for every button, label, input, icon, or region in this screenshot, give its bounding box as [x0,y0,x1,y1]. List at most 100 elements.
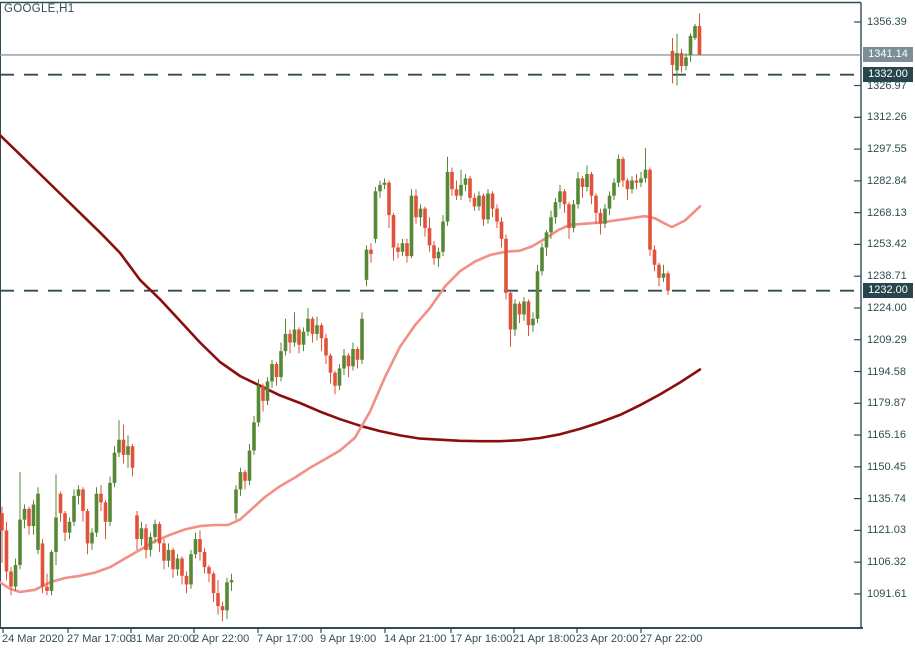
candle-down [198,539,202,553]
candle-up [234,489,238,514]
candle-down [697,26,702,55]
candle-up [553,202,558,218]
candle-down [9,571,13,587]
candle-up [67,521,72,533]
candle-up [688,35,693,56]
price-tick-label: 1224.00 [867,301,907,314]
candle-up [373,191,378,239]
time-tick-label: 2 Apr 22:00 [193,633,250,645]
candle-down [634,180,639,183]
candle-up [175,558,180,570]
candle-down [310,318,315,334]
candle-up [148,536,153,550]
price-tick-label: 1121.03 [867,524,906,537]
candle-down [324,338,328,356]
candle-down [369,249,373,254]
candle-down [598,212,603,224]
candle-down [288,333,292,343]
time-tick-label: 9 Apr 19:00 [320,633,377,645]
candle-up [265,381,270,401]
candle-up [513,303,517,330]
candle-down [0,513,4,531]
price-tick-label: 1209.29 [867,333,907,346]
price-tick-label: 1238.71 [867,270,907,283]
candle-up [351,349,355,367]
candle-up [108,482,112,522]
candle-down [499,221,504,239]
candle-down [355,349,360,360]
candle-up [436,251,441,259]
candle-up [90,532,94,544]
level-price-label: 1332.00 [863,67,913,83]
candle-down [670,50,675,65]
candle-down [454,189,459,196]
candle-up [360,318,364,360]
candle-down [40,543,45,587]
candle-down [99,493,103,503]
candle-up [612,182,616,196]
candle-up [445,171,450,222]
candle-up [247,450,252,481]
candle-down [423,208,427,229]
candle-down [652,249,657,265]
time-tick-label: 27 Mar 17:00 [67,633,132,645]
candle-up [463,178,468,185]
candle-up [459,184,463,196]
candle-down [121,439,126,455]
candle-down [508,292,513,330]
candle-down [594,195,598,213]
candle-down [297,329,301,345]
price-tick-label: 1326.97 [867,79,907,92]
candle-down [157,523,162,544]
candle-down [328,355,333,373]
time-tick-label: 23 Apr 20:00 [576,633,639,645]
candle-up [153,523,157,537]
candle-up [337,368,342,386]
candle-down [202,552,207,568]
candle-up [540,247,544,272]
time-tick-label: 24 Mar 2020 [2,633,64,645]
candle-down [391,215,396,248]
candle-up [544,232,549,248]
candle-up [522,301,526,315]
candle-down [490,193,495,209]
price-tick-label: 1106.32 [867,556,906,569]
price-tick-label: 1297.55 [867,143,907,156]
candle-up [616,158,621,183]
candle-down [180,558,184,576]
candle-up [256,385,261,423]
candle-down [504,238,508,293]
candle-down [405,243,409,257]
candle-up [117,439,121,453]
candle-down [4,530,9,572]
candle-up [675,53,679,71]
time-tick-label: 21 Apr 18:00 [513,633,576,645]
candle-up [576,178,580,205]
price-tick-label: 1135.74 [867,492,906,505]
candle-down [162,543,166,561]
candle-up [661,273,666,278]
candle-down [81,489,85,512]
time-tick-label: 27 Apr 22:00 [640,633,703,645]
candle-up [54,517,58,553]
candle-up [531,318,535,326]
candle-down [414,195,418,218]
price-tick-label: 1268.13 [867,206,907,219]
candle-down [666,273,670,291]
candle-up [549,217,553,233]
candle-up [31,504,36,527]
time-tick-label: 31 Mar 20:00 [130,633,195,645]
candle-down [103,502,108,522]
candle-down [171,549,175,570]
candle-up [238,472,243,490]
candle-down [450,171,454,190]
candle-up [292,329,297,343]
candle-down [319,325,324,339]
candle-up [585,174,589,188]
candle-up [94,493,99,533]
candle-down [625,180,630,190]
candle-up [684,57,688,67]
candle-down [387,182,391,216]
